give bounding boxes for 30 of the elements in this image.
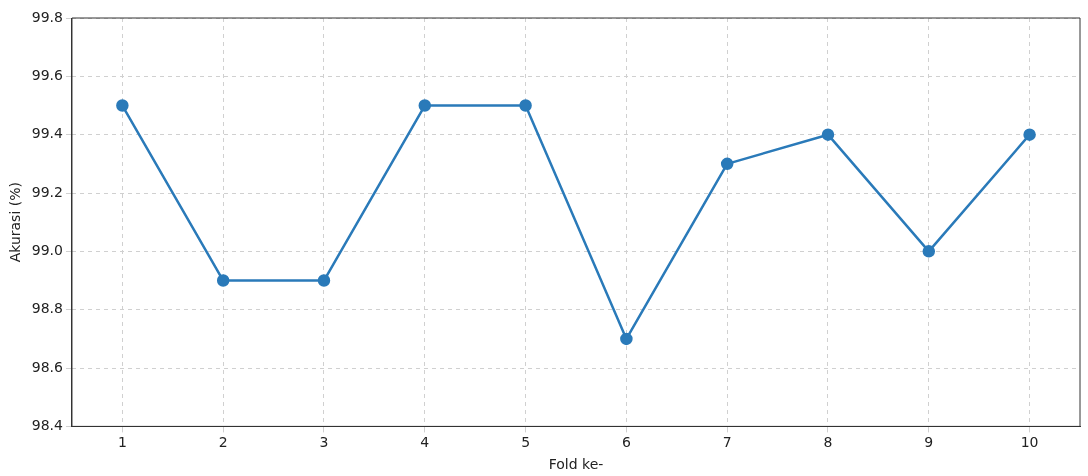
- y-tick-label: 99.2: [31, 183, 63, 200]
- y-tick-label: 98.6: [31, 358, 64, 375]
- point: [317, 274, 331, 287]
- point: [216, 274, 230, 287]
- y-tick-label: 99.8: [31, 8, 63, 25]
- y-tick-label: 99.0: [31, 242, 63, 259]
- point: [418, 99, 432, 112]
- point: [116, 99, 129, 112]
- point: [821, 128, 835, 141]
- x-tick-label: 5: [521, 434, 531, 451]
- y-tick-label: 98.8: [31, 300, 63, 317]
- y-tick-label: 98.4: [31, 417, 64, 434]
- point: [720, 157, 734, 171]
- y-axis-title: Akurasi (%): [7, 182, 24, 263]
- y-tick-label: 99.4: [31, 125, 64, 142]
- x-tick-label: 10: [1020, 434, 1039, 451]
- point: [519, 99, 532, 112]
- x-tick-label: 1: [117, 434, 127, 451]
- x-tick-label: 3: [319, 434, 329, 451]
- point: [1023, 128, 1036, 141]
- x-tick-label: 4: [420, 434, 430, 451]
- x-tick-label: 7: [722, 434, 732, 451]
- x-tick-label: 9: [924, 434, 934, 451]
- y-tick-label: 99.6: [31, 66, 64, 83]
- x-tick-label: 6: [621, 434, 631, 451]
- x-tick-label: 8: [823, 434, 833, 451]
- point: [620, 332, 633, 346]
- point: [922, 245, 936, 258]
- x-tick-label: 2: [218, 434, 228, 451]
- x-axis-title: Fold ke-: [548, 456, 604, 473]
